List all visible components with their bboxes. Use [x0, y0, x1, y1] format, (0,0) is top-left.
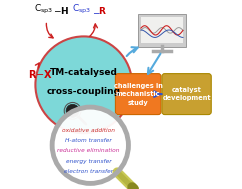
Text: $\mathrm{C_{sp3}}$: $\mathrm{C_{sp3}}$ [72, 3, 91, 16]
Text: H-atom transfer: H-atom transfer [65, 138, 112, 143]
FancyArrowPatch shape [35, 63, 39, 68]
Text: oxidative addition: oxidative addition [62, 128, 115, 133]
Text: $\mathrm{C_{sp3}}$: $\mathrm{C_{sp3}}$ [34, 3, 53, 16]
Text: catalyst
development: catalyst development [162, 87, 211, 101]
FancyBboxPatch shape [162, 74, 211, 115]
FancyBboxPatch shape [115, 74, 161, 115]
FancyArrowPatch shape [127, 47, 138, 56]
Text: challenges in
mechanistic
study: challenges in mechanistic study [114, 83, 163, 106]
Text: $-$H: $-$H [53, 5, 69, 16]
Text: reductive elimination: reductive elimination [57, 148, 120, 153]
FancyArrowPatch shape [148, 54, 160, 74]
Circle shape [66, 104, 79, 117]
FancyArrowPatch shape [90, 24, 98, 36]
FancyArrowPatch shape [154, 91, 161, 97]
Text: cross-coupling: cross-coupling [47, 87, 121, 96]
Text: TM-catalysed: TM-catalysed [50, 68, 118, 77]
FancyArrowPatch shape [46, 23, 53, 38]
Circle shape [52, 107, 129, 183]
Text: energy transfer: energy transfer [66, 159, 111, 164]
Text: $-$: $-$ [92, 7, 101, 16]
Text: electron transfer: electron transfer [64, 169, 113, 174]
Circle shape [35, 36, 132, 133]
Text: R: R [98, 7, 105, 16]
FancyBboxPatch shape [141, 17, 183, 43]
Text: R$-$X: R$-$X [28, 68, 53, 80]
FancyBboxPatch shape [138, 14, 186, 47]
